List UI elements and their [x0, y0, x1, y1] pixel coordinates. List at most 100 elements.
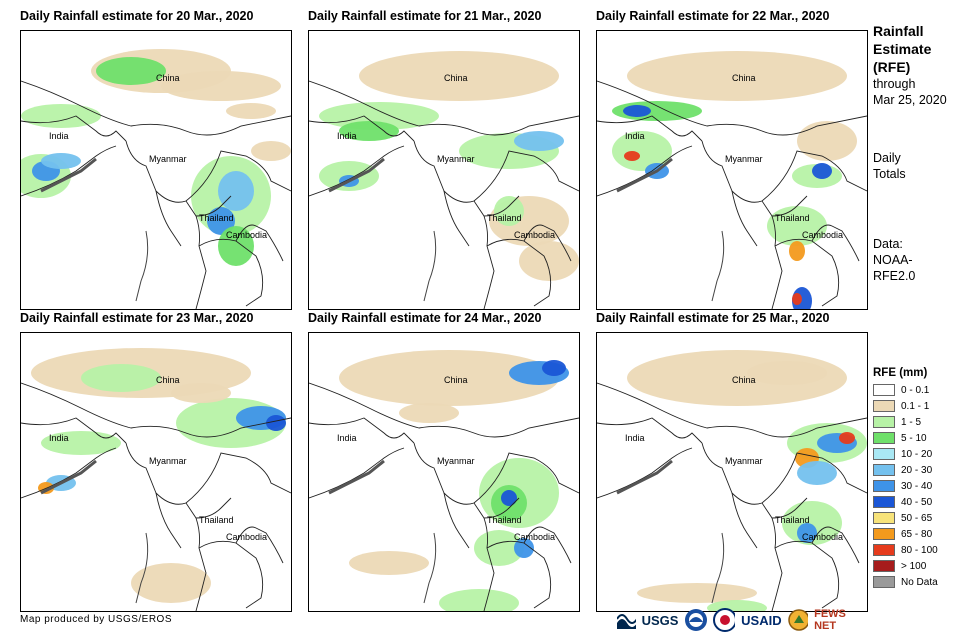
country-borders [309, 382, 579, 611]
country-borders [309, 80, 579, 309]
rain-cell [41, 153, 81, 169]
rainfall-overlay [627, 350, 867, 611]
legend-label: 40 - 50 [901, 496, 933, 508]
rfe-title: Rainfall Estimate (RFE) [873, 22, 967, 76]
map-credit: Map produced by USGS/EROS [20, 614, 173, 625]
data-source-line2: RFE2.0 [873, 269, 916, 283]
legend-swatch [873, 496, 895, 508]
legend-row: > 100 [873, 558, 938, 574]
legend-label: 20 - 30 [901, 464, 933, 476]
rain-cell [612, 131, 672, 171]
map-panel-2: Daily Rainfall estimate for 21 Mar., 202… [308, 6, 580, 310]
map-label-india: India [337, 131, 357, 141]
legend-row: 1 - 5 [873, 414, 938, 430]
map-panel-4: Daily Rainfall estimate for 23 Mar., 202… [20, 308, 292, 612]
legend-label: 80 - 100 [901, 544, 938, 556]
legend-side-text: Rainfall Estimate (RFE) through Mar 25, … [873, 22, 967, 284]
map-label-cambodia: Cambodia [802, 230, 843, 240]
fewsnet-logo-icon [787, 609, 809, 631]
map-label-china: China [444, 73, 468, 83]
through-label: through [873, 77, 916, 91]
legend-row: 80 - 100 [873, 542, 938, 558]
map-panel-3: Daily Rainfall estimate for 22 Mar., 202… [596, 6, 868, 310]
panel-title: Daily Rainfall estimate for 23 Mar., 202… [20, 311, 254, 325]
rain-cell [251, 141, 291, 161]
rainfall-map: China India Myanmar Thailand Cambodia [20, 332, 292, 612]
rain-cell [812, 163, 832, 179]
usaid-logo-text: USAID [741, 612, 782, 628]
rain-cell [266, 415, 286, 431]
legend-label: > 100 [901, 560, 927, 572]
rain-cell [494, 196, 524, 226]
legend-row: 10 - 20 [873, 446, 938, 462]
map-label-thailand: Thailand [775, 515, 810, 525]
legend-label: 50 - 65 [901, 512, 933, 524]
map-label-cambodia: Cambodia [514, 532, 555, 542]
legend-label: 5 - 10 [901, 432, 927, 444]
map-label-china: China [156, 375, 180, 385]
data-source-line1: NOAA- [873, 253, 913, 267]
rain-cell [637, 583, 757, 603]
rain-cell [226, 103, 276, 119]
rain-cell [839, 432, 855, 444]
totals-label: Totals [873, 167, 906, 181]
map-label-myanmar: Myanmar [437, 154, 475, 164]
legend-row: 0 - 0.1 [873, 382, 938, 398]
noaa-logo-icon [685, 609, 707, 631]
legend-row: 40 - 50 [873, 494, 938, 510]
rain-cell [792, 293, 802, 305]
map-label-myanmar: Myanmar [725, 456, 763, 466]
rainfall-map: China India Myanmar Thailand Cambodia [596, 332, 868, 612]
country-borders [597, 382, 867, 611]
legend-row: 30 - 40 [873, 478, 938, 494]
rain-cell [782, 501, 842, 545]
map-label-china: China [732, 73, 756, 83]
rain-cell [171, 383, 231, 403]
legend-label: 30 - 40 [901, 480, 933, 492]
map-label-thailand: Thailand [775, 213, 810, 223]
rain-cell [747, 361, 827, 385]
map-label-myanmar: Myanmar [149, 456, 187, 466]
map-label-myanmar: Myanmar [149, 154, 187, 164]
rain-cell [767, 206, 827, 246]
legend-label: 0.1 - 1 [901, 400, 930, 412]
map-label-thailand: Thailand [487, 515, 522, 525]
rain-cell [797, 461, 837, 485]
rain-cell [627, 51, 847, 101]
rain-cell [218, 171, 254, 211]
rain-cell [789, 241, 805, 261]
rain-cell [96, 57, 166, 85]
usgs-logo-icon [617, 614, 636, 629]
rainfall-overlay [339, 350, 569, 611]
legend-row: 0.1 - 1 [873, 398, 938, 414]
rainfall-map: China India Myanmar Thailand Cambodia [308, 30, 580, 310]
rain-cell [519, 241, 579, 281]
legend-swatch [873, 528, 895, 540]
legend-row: 20 - 30 [873, 462, 938, 478]
legend-swatch [873, 480, 895, 492]
legend-swatch [873, 416, 895, 428]
map-label-cambodia: Cambodia [226, 532, 267, 542]
rain-cell [131, 563, 211, 603]
rain-cell [797, 121, 857, 161]
map-label-china: China [732, 375, 756, 385]
usaid-seal-icon [712, 608, 736, 632]
legend-swatch [873, 544, 895, 556]
rain-cell [339, 121, 399, 141]
logo-strip: USGS USAID FEWS NET [617, 606, 867, 634]
panel-title: Daily Rainfall estimate for 22 Mar., 202… [596, 9, 830, 23]
legend-label: No Data [901, 576, 938, 588]
rain-cell [514, 131, 564, 151]
rain-cell [501, 490, 517, 506]
map-label-cambodia: Cambodia [226, 230, 267, 240]
rain-cell [439, 589, 519, 611]
country-borders [597, 80, 867, 309]
map-label-myanmar: Myanmar [437, 456, 475, 466]
legend-row: 65 - 80 [873, 526, 938, 542]
panel-title: Daily Rainfall estimate for 24 Mar., 202… [308, 311, 542, 325]
map-label-india: India [625, 433, 645, 443]
rainfall-overlay [31, 348, 286, 603]
rain-cell [218, 226, 254, 266]
rainfall-map: China India Myanmar Thailand Cambodia [308, 332, 580, 612]
rain-cell [81, 364, 161, 392]
